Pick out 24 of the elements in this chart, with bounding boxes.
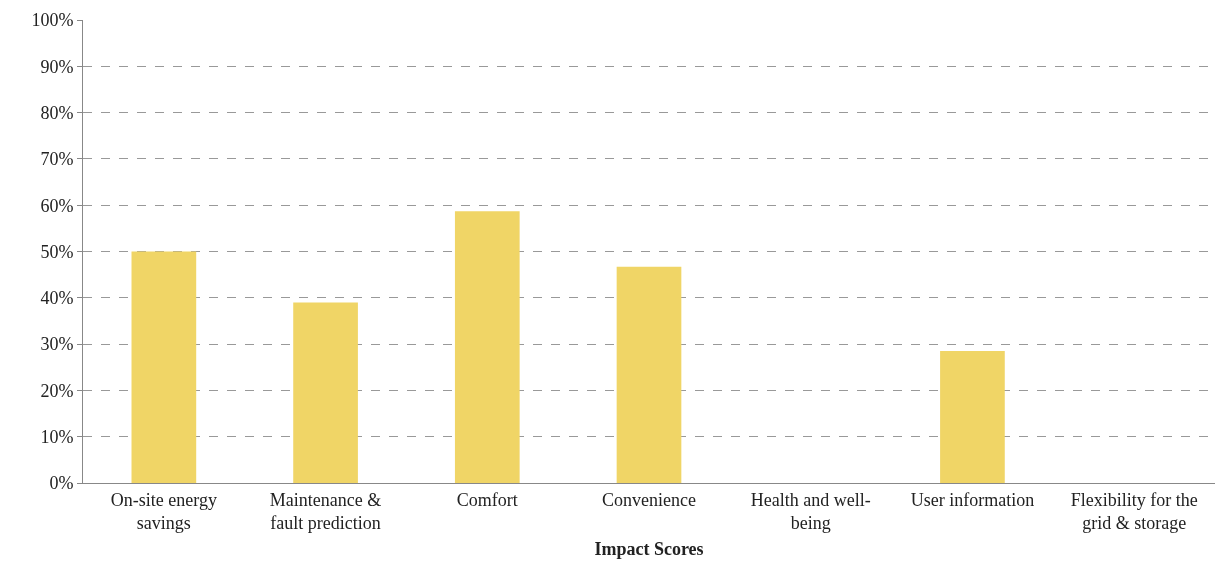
x-axis-title: Impact Scores <box>594 539 704 560</box>
x-tick-label: Comfort <box>456 489 518 510</box>
x-tick-label: Flexibility for the grid & storage <box>1070 489 1198 533</box>
y-tick-label: 20% <box>40 380 74 401</box>
y-tick-label: 70% <box>40 149 74 170</box>
y-tick-label: 30% <box>40 334 74 355</box>
y-tick-label: 50% <box>40 241 74 262</box>
x-tick-label: User information <box>910 489 1035 510</box>
y-tick-label: 60% <box>40 195 74 216</box>
x-tick-label: Maintenance & fault prediction <box>269 489 382 533</box>
bar <box>131 251 197 483</box>
bar <box>454 211 520 483</box>
x-tick-label: On-site energy savings <box>110 489 217 533</box>
y-tick-label: 80% <box>40 102 74 123</box>
y-tick-label: 40% <box>40 288 74 309</box>
x-tick-label: Convenience <box>602 489 696 510</box>
bar <box>293 302 358 483</box>
y-tick-label: 100% <box>31 10 74 31</box>
bar <box>616 266 682 483</box>
x-tick-label: Health and well- being <box>750 489 871 533</box>
y-tick-label: 0% <box>49 473 74 494</box>
bar <box>940 351 1005 483</box>
y-tick-label: 10% <box>40 427 74 447</box>
y-tick-label: 90% <box>40 56 74 77</box>
